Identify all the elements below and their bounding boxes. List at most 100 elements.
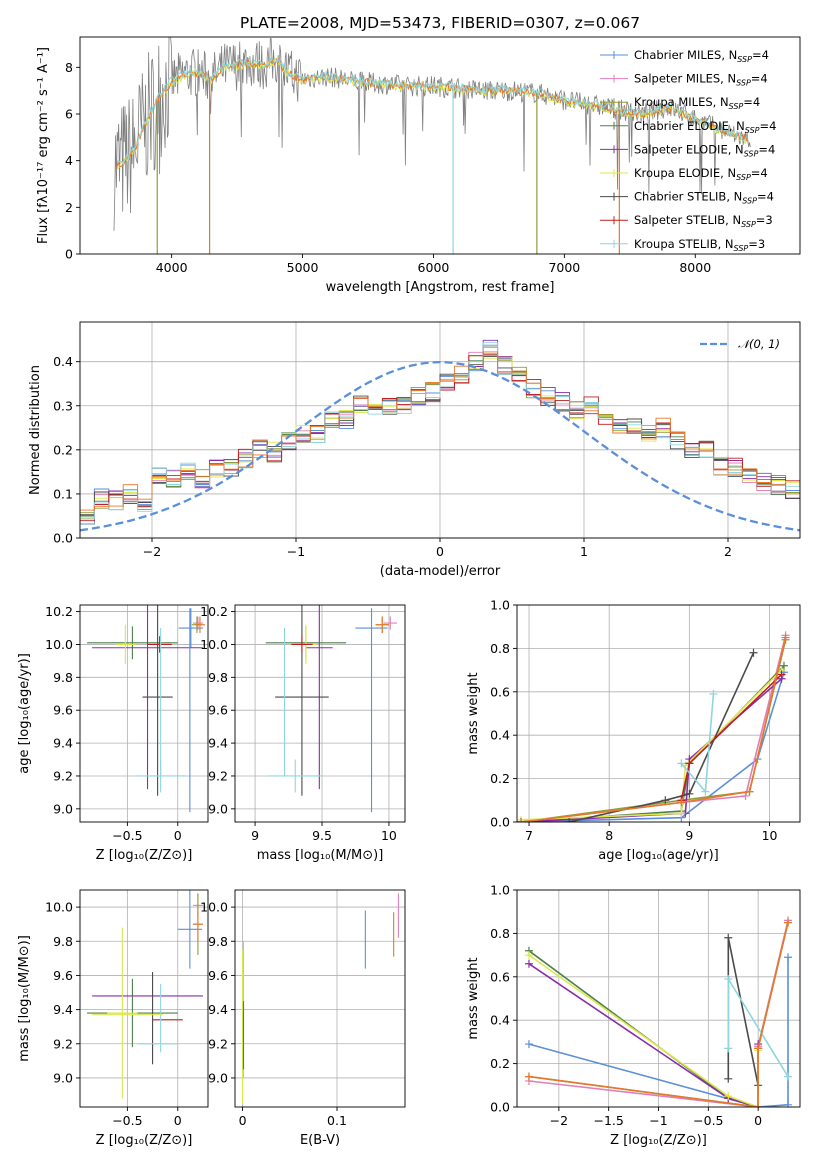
y-tick-label: 9.4 [208, 1002, 228, 1017]
y-axis-label: Normed distribution [28, 365, 43, 495]
y-tick-label: 9.0 [208, 1070, 228, 1085]
legend-label-text: Kroupa STELIB, N [634, 237, 734, 251]
series-marker [724, 933, 733, 942]
y-tick-label: 4 [65, 153, 73, 168]
x-tick-label: 10 [762, 828, 778, 843]
y-tick-label: 9.8 [208, 670, 228, 685]
axes-frame [234, 889, 406, 1108]
series-marker [685, 759, 694, 768]
legend-label-sub: SSP [744, 149, 759, 158]
x-axis-label: Z [log₁₀(Z/Z⊙)] [610, 1133, 707, 1148]
series-marker [784, 953, 793, 962]
series-marker [784, 1100, 793, 1107]
series-marker [565, 818, 574, 822]
y-tick-label: 0.0 [53, 531, 73, 546]
x-tick-label: −1 [287, 544, 305, 559]
series-marker [784, 1072, 793, 1081]
x-tick-label: 6000 [418, 260, 450, 275]
legend-label-text: Salpeter MILES, N [634, 72, 736, 86]
series-marker [724, 1074, 733, 1083]
y-tick-label: 9.0 [53, 801, 73, 816]
series-line-chabrier-stelib [568, 652, 755, 822]
x-tick-label: 7 [525, 828, 533, 843]
y-tick-label: 1.0 [490, 598, 510, 613]
x-tick-label: 2 [724, 544, 732, 559]
x-tick-label: 0 [754, 1113, 762, 1128]
x-tick-label: 0.1 [327, 1113, 347, 1128]
legend-label: Salpeter STELIB, NSSP=3 [634, 213, 773, 229]
y-tick-label: 10.2 [45, 604, 73, 619]
series-marker [524, 959, 533, 968]
x-tick-label: 8000 [679, 260, 711, 275]
series-marker [661, 796, 670, 805]
y-tick-label: 0.8 [490, 641, 510, 656]
series-marker [781, 633, 790, 642]
series-marker [677, 809, 686, 818]
legend-label: Salpeter MILES, NSSP=4 [634, 72, 768, 88]
legend-label: Chabrier MILES, NSSP=4 [634, 48, 769, 64]
y-tick-label: 1.0 [490, 883, 510, 898]
y-tick-label: 0.2 [490, 1056, 510, 1071]
series-line-orange [520, 637, 787, 822]
y-tick-label: 9.2 [208, 1036, 228, 1051]
histogram-salpeter-elodie [80, 339, 800, 516]
plot-area-age-vs-mass [265, 605, 397, 813]
series-marker [677, 798, 686, 807]
series-marker [517, 818, 526, 822]
series-line-kroupa-elodie [520, 669, 783, 821]
x-tick-label: 5000 [287, 260, 319, 275]
legend-label: Kroupa MILES, NSSP=4 [634, 95, 760, 111]
series-line-salpeter-elodie [520, 678, 783, 822]
series-marker [701, 787, 710, 796]
panel-age-vs-mass: 9 9.5 10 9.0 9.2 9.4 9.6 9.8 10.0 10.2 mass [log₁₀… [200, 604, 406, 863]
y-tick-label: 9.8 [208, 934, 228, 949]
x-axis-label: age [log₁₀(age/yr)] [598, 848, 719, 863]
y-tick-label: 9.4 [53, 736, 73, 751]
series-marker [724, 1092, 733, 1101]
y-tick-label: 0.2 [490, 771, 510, 786]
y-tick-label: 9.2 [53, 768, 73, 783]
y-tick-label: 10.2 [200, 604, 228, 619]
x-tick-label: 0 [174, 828, 182, 843]
legend-label-tail: =4 [757, 190, 774, 204]
legend-label-text: Kroupa MILES, N [634, 95, 729, 109]
y-tick-label: 0.2 [53, 442, 73, 457]
model-fit [116, 57, 748, 166]
plot-area-mass-vs-EBV [242, 893, 399, 1104]
y-tick-label: 0.4 [490, 728, 510, 743]
y-tick-label: 0.1 [53, 486, 73, 501]
axes-frame [79, 889, 209, 1108]
y-axis-label: mass weight [466, 957, 481, 1039]
legend-label-tail: =4 [758, 142, 775, 156]
histogram-kroupa-stelib [80, 342, 800, 520]
legend-label-text: Chabrier ELODIE, N [634, 119, 745, 133]
y-tick-label: 0.6 [490, 684, 510, 699]
y-tick-label: 9.0 [53, 1070, 73, 1085]
y-tick-label: 9.4 [53, 1002, 73, 1017]
x-tick-label: 1 [580, 544, 588, 559]
series-line-chabrier-miles [520, 672, 785, 822]
x-axis-label: mass [log₁₀(M/M⊙)] [257, 848, 384, 863]
axes-frame [79, 36, 801, 255]
y-axis-label: Flux [fλ10⁻¹⁷ erg cm⁻² s⁻¹ A⁻¹] [36, 47, 51, 244]
legend-label-tail: =4 [751, 72, 768, 86]
legend-label-sub: SSP [734, 244, 749, 253]
legend-label-tail: =3 [748, 237, 765, 251]
x-tick-label: 7000 [548, 260, 580, 275]
plot-area-residuals [80, 339, 800, 532]
x-tick-label: −2 [143, 544, 161, 559]
panel-age-vs-Z: −0.5 0 9.0 9.2 9.4 9.6 9.8 10.0 10.2 Z [log₁₀(Z/Z… [17, 604, 209, 863]
legend-label-text: Chabrier STELIB, N [634, 190, 742, 204]
x-tick-label: 0 [436, 544, 444, 559]
y-tick-label: 9.2 [53, 1036, 73, 1051]
y-tick-label: 0.8 [490, 926, 510, 941]
plot-area-spectrum [113, 37, 751, 254]
histogram-chabrier-stelib [80, 356, 800, 516]
histogram-chabrier-elodie [80, 346, 800, 517]
y-axis-label: mass weight [466, 672, 481, 754]
x-tick-label: −0.5 [112, 1113, 142, 1128]
legend-label-sub: SSP [745, 126, 760, 135]
x-tick-label: 0 [174, 1113, 182, 1128]
x-tick-label: −0.5 [112, 828, 142, 843]
